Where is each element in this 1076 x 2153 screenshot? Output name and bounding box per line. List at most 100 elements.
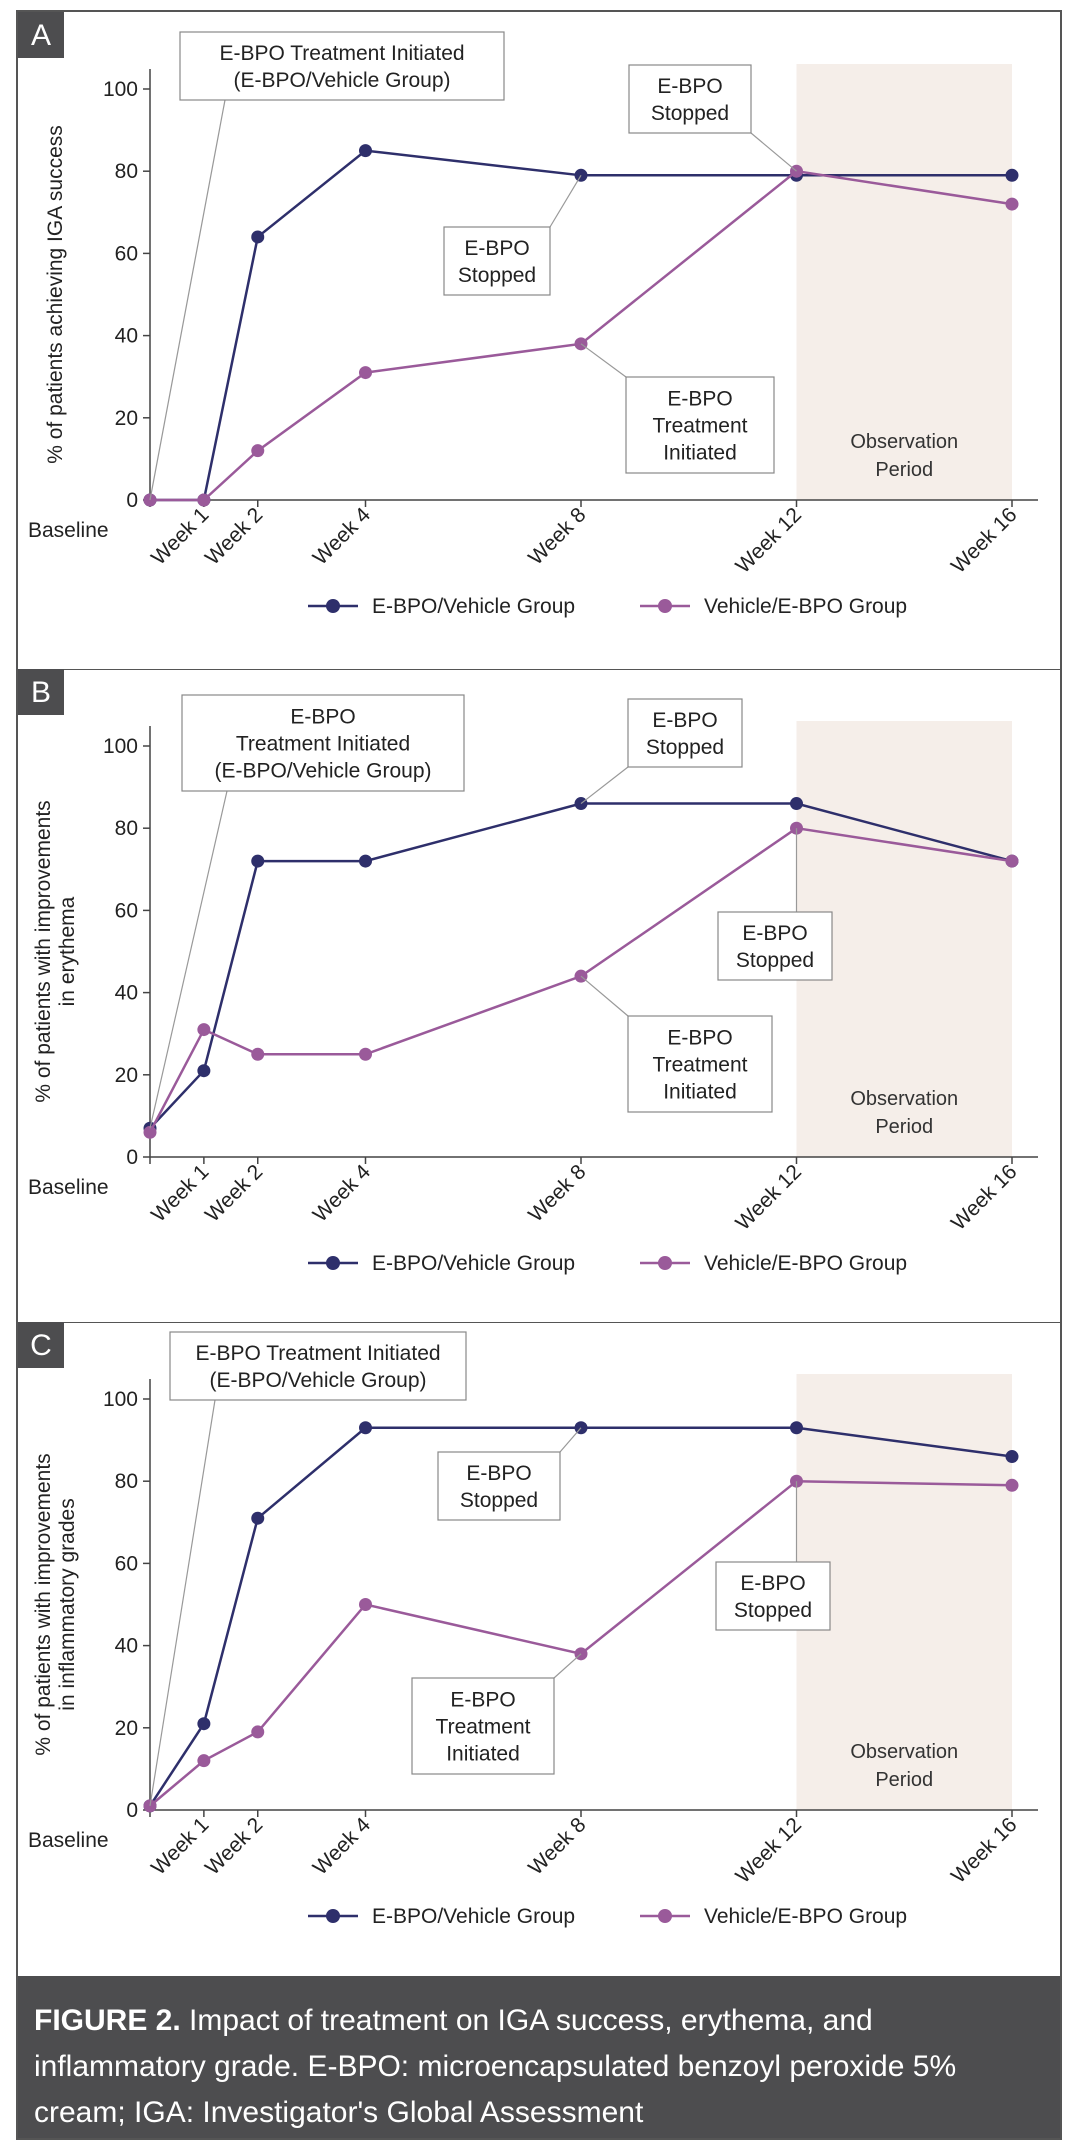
- y-axis-title: % of patients with improvements: [32, 1453, 55, 1755]
- data-point-vehiclee: [197, 493, 211, 507]
- annotation-box: [169, 1331, 467, 1401]
- annotation-text: Stopped: [460, 1489, 538, 1512]
- x-tick-label: Week 2: [201, 503, 267, 569]
- legend-marker: [326, 1909, 340, 1923]
- annotation-leader: [549, 175, 582, 228]
- observation-period-label: Observation: [850, 1088, 958, 1110]
- legend-marker: [326, 599, 340, 613]
- annotation-leader: [580, 766, 629, 805]
- data-point-vehiclee: [251, 1047, 265, 1061]
- annotation-text: E-BPO: [464, 237, 529, 260]
- annotation-leader: [149, 790, 228, 1129]
- observation-period-shading: [796, 64, 1012, 500]
- annotation-leader: [559, 1427, 582, 1453]
- annotation-text: (E-BPO/Vehicle Group): [209, 1369, 426, 1392]
- y-tick-label: 60: [115, 242, 138, 265]
- annotation-leader: [149, 1399, 216, 1806]
- data-point-vehiclee: [359, 1598, 372, 1611]
- annotation-box: [627, 698, 743, 768]
- observation-period-label: Observation: [850, 1741, 958, 1763]
- data-point-vehiclee: [143, 1125, 157, 1139]
- annotation-box: [627, 1015, 773, 1113]
- annotation-text: Initiated: [663, 1081, 737, 1104]
- annotation-text: (E-BPO/Vehicle Group): [233, 69, 450, 92]
- annotation-text: E-BPO Treatment Initiated: [219, 42, 464, 65]
- data-point-vehiclee: [1005, 1478, 1019, 1492]
- observation-period-shading: [796, 1374, 1012, 1810]
- data-point-evehicle: [359, 144, 372, 158]
- data-point-evehicle: [251, 1511, 265, 1525]
- annotation-leader: [149, 99, 226, 501]
- chart-panel-c: C 0 20 40 60 80 100 Baseline Week 1 Week 2 Week 4 W…: [18, 1322, 1060, 1972]
- observation-period-label: Observation: [850, 431, 958, 453]
- annotation-text: E-BPO: [657, 75, 722, 98]
- legend-marker: [658, 1909, 672, 1923]
- data-point-vehiclee: [359, 1047, 372, 1061]
- panel-letter-box: [18, 669, 64, 715]
- y-tick-label: 60: [115, 1552, 138, 1575]
- data-point-evehicle: [1005, 168, 1019, 182]
- observation-period-label: Period: [875, 1116, 933, 1138]
- panel-letter: A: [31, 19, 51, 52]
- x-tick-label: Week 4: [309, 1160, 376, 1227]
- annotation-text: E-BPO: [652, 709, 717, 732]
- x-tick-label: Baseline: [28, 1176, 109, 1199]
- data-point-vehiclee: [197, 1023, 211, 1037]
- data-point-evehicle: [359, 854, 372, 868]
- annotation-text: Treatment: [653, 1054, 748, 1077]
- legend-marker: [658, 1256, 672, 1270]
- legend-marker: [658, 599, 672, 613]
- annotation-box: [628, 64, 752, 134]
- x-tick-label: Week 12: [731, 503, 806, 578]
- figure-caption: FIGURE 2. Impact of treatment on IGA suc…: [18, 1976, 1060, 2138]
- annotation-text: Stopped: [458, 264, 536, 287]
- legend-label: E-BPO/Vehicle Group: [372, 1252, 575, 1275]
- chart-panel-a: A 0 20 40 60 80 100 Baseline Week 1 Week 2 Week 4 W…: [18, 12, 1060, 662]
- data-point-evehicle: [197, 1717, 211, 1731]
- annotation-text: Stopped: [646, 736, 724, 759]
- data-point-vehiclee: [251, 1725, 265, 1739]
- data-point-evehicle: [251, 854, 265, 868]
- annotation-box: [179, 31, 505, 101]
- annotation-leader: [750, 132, 797, 172]
- data-point-vehiclee: [790, 1474, 803, 1488]
- y-tick-label: 20: [115, 1064, 138, 1087]
- y-tick-label: 80: [115, 1470, 138, 1493]
- data-point-vehiclee: [251, 444, 265, 458]
- annotation-text: Stopped: [736, 949, 814, 972]
- x-tick-label: Week 16: [947, 1813, 1022, 1888]
- annotation-leader: [553, 1653, 582, 1679]
- annotation-box: [181, 694, 465, 792]
- data-point-vehiclee: [1005, 854, 1019, 868]
- panel-letter-box: [18, 12, 64, 58]
- annotation-text: E-BPO: [742, 922, 807, 945]
- y-tick-label: 80: [115, 160, 138, 183]
- y-axis-title: in erythema: [56, 896, 79, 1006]
- y-tick-label: 40: [115, 325, 138, 348]
- y-axis-title: % of patients achieving IGA success: [44, 125, 67, 464]
- y-tick-label: 80: [115, 817, 138, 840]
- annotation-leader: [580, 975, 629, 1017]
- y-axis-title: in inflammatory grades: [56, 1498, 79, 1710]
- x-tick-label: Week 2: [201, 1813, 267, 1879]
- x-tick-label: Week 4: [309, 1813, 376, 1880]
- annotation-text: E-BPO: [466, 1462, 531, 1485]
- data-point-evehicle: [790, 1421, 803, 1435]
- annotation-text: E-BPO: [450, 1689, 515, 1712]
- annotation-box: [437, 1451, 561, 1521]
- x-tick-label: Week 16: [947, 1160, 1022, 1235]
- data-point-vehiclee: [359, 366, 372, 380]
- annotation-text: E-BPO: [740, 1572, 805, 1595]
- y-tick-label: 100: [103, 1388, 138, 1411]
- caption-text: Impact of treatment on IGA success, eryt…: [34, 2004, 957, 2129]
- x-tick-label: Week 1: [147, 1160, 213, 1226]
- x-tick-label: Baseline: [28, 519, 109, 542]
- panel-letter: B: [31, 676, 51, 709]
- annotation-text: Stopped: [734, 1599, 812, 1622]
- annotation-text: Initiated: [446, 1743, 520, 1766]
- observation-period-label: Period: [875, 459, 933, 481]
- annotation-leader: [580, 343, 627, 378]
